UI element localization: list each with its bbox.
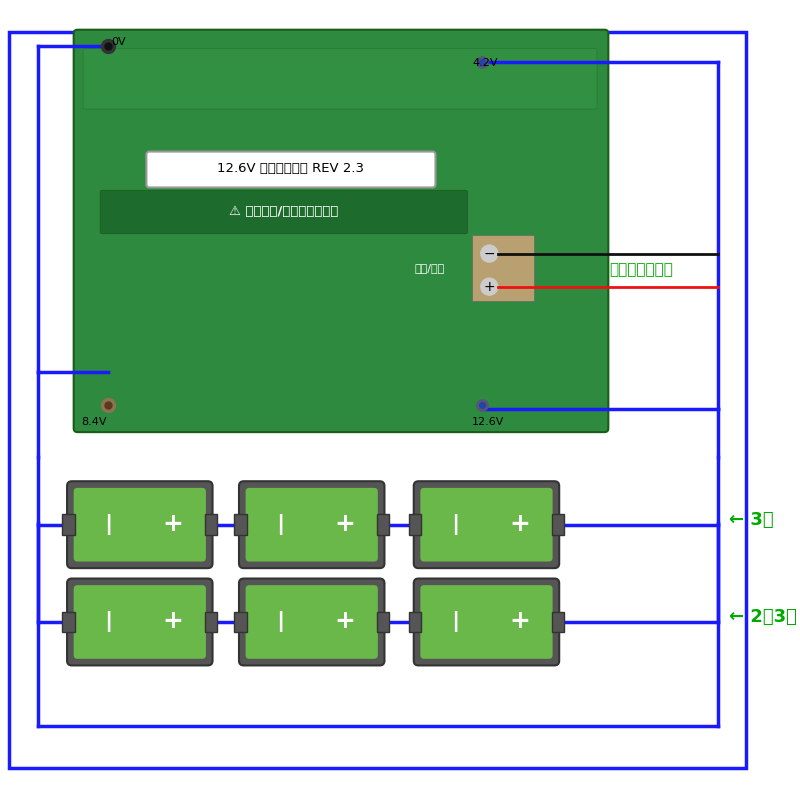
FancyBboxPatch shape xyxy=(420,488,553,562)
Text: 12.6V: 12.6V xyxy=(472,417,505,427)
FancyBboxPatch shape xyxy=(100,190,467,234)
Bar xyxy=(62,514,74,535)
Bar xyxy=(234,611,246,632)
FancyBboxPatch shape xyxy=(74,585,206,659)
Text: 12.6V 锂电池保护板 REV 2.3: 12.6V 锂电池保护板 REV 2.3 xyxy=(218,162,365,175)
Text: +: + xyxy=(509,512,530,536)
Text: 0V: 0V xyxy=(111,38,126,47)
Bar xyxy=(409,514,422,535)
Bar xyxy=(205,611,218,632)
Text: |: | xyxy=(277,514,285,535)
Bar xyxy=(62,611,74,632)
Bar xyxy=(377,514,389,535)
Bar xyxy=(234,514,246,535)
Text: ← 3串: ← 3串 xyxy=(730,511,774,529)
FancyBboxPatch shape xyxy=(83,49,597,109)
FancyBboxPatch shape xyxy=(67,578,213,666)
Circle shape xyxy=(481,278,498,295)
Text: |: | xyxy=(277,611,285,633)
FancyBboxPatch shape xyxy=(239,578,385,666)
Text: |: | xyxy=(105,611,113,633)
Text: +: + xyxy=(483,280,495,294)
Text: +: + xyxy=(162,512,183,536)
Text: |: | xyxy=(451,611,459,633)
Text: 充电/放电: 充电/放电 xyxy=(414,262,445,273)
Text: +: + xyxy=(334,609,355,633)
FancyBboxPatch shape xyxy=(420,585,553,659)
Text: 接充电器、负载: 接充电器、负载 xyxy=(610,262,673,277)
Bar xyxy=(472,234,534,301)
Bar xyxy=(552,611,564,632)
Bar xyxy=(552,514,564,535)
FancyBboxPatch shape xyxy=(246,488,378,562)
Text: ⚠ 适用电机/电钻，禁止短路: ⚠ 适用电机/电钻，禁止短路 xyxy=(229,205,338,218)
FancyBboxPatch shape xyxy=(74,488,206,562)
FancyBboxPatch shape xyxy=(246,585,378,659)
Text: 8.4V: 8.4V xyxy=(82,417,106,427)
FancyBboxPatch shape xyxy=(146,151,435,187)
Text: +: + xyxy=(509,609,530,633)
Text: +: + xyxy=(162,609,183,633)
Bar xyxy=(409,611,422,632)
FancyBboxPatch shape xyxy=(414,578,559,666)
Text: −: − xyxy=(483,246,495,261)
Text: |: | xyxy=(451,514,459,535)
Bar xyxy=(205,514,218,535)
FancyBboxPatch shape xyxy=(239,482,385,568)
Text: 4.2V: 4.2V xyxy=(472,58,498,68)
Text: ← 2并3串: ← 2并3串 xyxy=(730,608,797,626)
FancyBboxPatch shape xyxy=(67,482,213,568)
Bar xyxy=(377,611,389,632)
Circle shape xyxy=(481,245,498,262)
Text: +: + xyxy=(334,512,355,536)
FancyBboxPatch shape xyxy=(74,30,608,432)
FancyBboxPatch shape xyxy=(414,482,559,568)
Text: |: | xyxy=(105,514,113,535)
